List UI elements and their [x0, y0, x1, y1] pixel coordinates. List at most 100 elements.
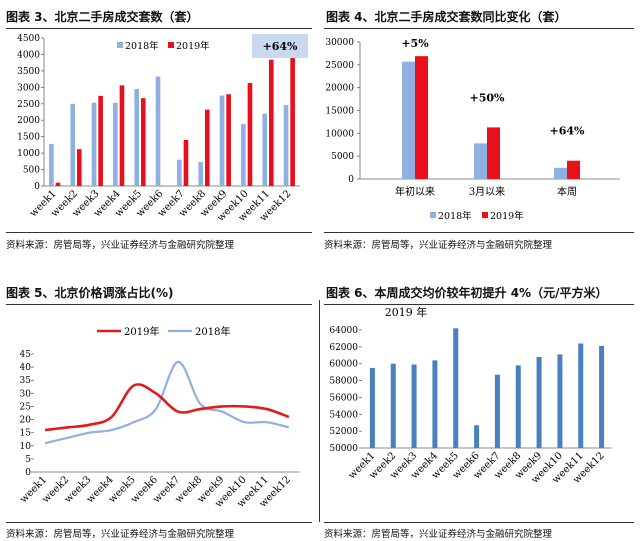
y-tick-label: 2500	[17, 100, 40, 110]
legend-label-2018: 2018年	[438, 210, 472, 222]
bar-2019	[487, 127, 500, 179]
legend-label-2019: 2019年	[490, 210, 524, 222]
annotation-label: +5%	[401, 37, 429, 50]
bar-2019	[77, 149, 82, 186]
y-tick-label: 3500	[17, 67, 40, 77]
y-tick-label: 25	[20, 402, 32, 412]
chart-title: 2019 年	[385, 306, 428, 319]
y-tick-label: 15	[20, 429, 32, 439]
bar-2018	[134, 88, 139, 186]
bar-2019	[567, 160, 580, 179]
legend-label-2019: 2019年	[176, 40, 210, 52]
panel-yoy-change: 图表 4、北京二手房成交套数同比变化（套） 0 5000 10000 15000 200…	[320, 0, 640, 270]
title-rule	[6, 304, 312, 305]
bar-2019	[119, 85, 125, 186]
chart-average-price: 50000 52000 54000 56000 58000 60000 62000 64000…	[329, 306, 612, 486]
y-tick-label: 52000	[329, 427, 358, 437]
bar-2019	[515, 365, 521, 448]
chart-price-rise-share: 051015202530354045week1week2week3week4we…	[18, 325, 300, 510]
legend-label-2018: 2018年	[195, 325, 230, 338]
panel-title: 图表 3、北京二手房成交套数（套）	[6, 10, 199, 24]
x-tick-label: 3月以来	[469, 186, 505, 198]
legend-label-2019: 2019年	[124, 325, 159, 338]
y-tick-label: 58000	[329, 377, 358, 387]
y-tick-label: 4500	[17, 34, 40, 44]
bar-2019	[453, 328, 459, 448]
source-note: 资料来源：房管局等，兴业证券经济与金融研究院整理	[324, 529, 553, 540]
y-tick-label: 20	[20, 416, 32, 426]
panel-weekly-transactions: 图表 3、北京二手房成交套数（套） 0 500 1000 1500 2000 2500 30…	[0, 0, 320, 270]
y-tick-label: 1500	[17, 133, 40, 143]
bar-2018	[219, 95, 225, 186]
bar-2019	[557, 354, 563, 448]
bottom-divider	[319, 300, 320, 522]
bar-2019	[599, 346, 605, 448]
bar-2018	[70, 103, 75, 186]
line-2019	[44, 383, 290, 432]
y-tick-label: 62000	[329, 343, 358, 353]
legend-swatch-2019	[482, 212, 488, 218]
y-tick-label: 10000	[325, 129, 354, 139]
bar-2019	[183, 139, 189, 186]
legend-label-2018: 2018年	[125, 40, 159, 52]
bar-2019	[55, 182, 61, 186]
y-tick-label: 3000	[17, 83, 40, 93]
y-tick-label: 2000	[17, 116, 40, 126]
y-tick-label: 0	[34, 182, 40, 192]
x-tick-label: 年初以来	[395, 185, 435, 198]
bar-2019	[269, 59, 274, 186]
bar-2018	[198, 161, 203, 186]
y-tick-label: 35	[20, 376, 32, 386]
source-note: 资料来源：房管局等，兴业证券经济与金融研究院整理	[324, 240, 553, 251]
annotation-label: +50%	[470, 91, 506, 104]
source-note: 资料来源：房管局等，兴业证券经济与金融研究院整理	[6, 529, 235, 540]
y-tick-label: 4000	[17, 50, 40, 60]
y-tick-label: 5	[25, 455, 31, 465]
bar-2019	[290, 55, 295, 187]
title-rule	[6, 28, 312, 29]
y-tick-label: 50000	[329, 444, 358, 454]
bar-2019	[432, 360, 438, 448]
panel-average-price: 图表 6、本周成交均价较年初提升 4%（元/平方米） 50000 52000 540…	[320, 276, 640, 541]
bar-2019	[415, 56, 428, 180]
bar-2019	[474, 425, 480, 448]
source-rule	[324, 522, 634, 523]
y-tick-label: 5000	[331, 152, 354, 162]
bar-2018	[474, 143, 487, 179]
bar-2019	[411, 364, 417, 448]
panel-title: 图表 6、本周成交均价较年初提升 4%（元/平方米）	[326, 286, 608, 300]
y-tick-label: 30	[20, 389, 32, 399]
callout-label: +64%	[263, 40, 299, 53]
bar-2018	[402, 61, 415, 179]
y-tick-label: 0	[348, 175, 354, 185]
y-tick-label: 64000	[329, 326, 358, 336]
bar-2019	[390, 363, 396, 448]
y-tick-label: 30000	[325, 38, 354, 48]
y-tick-label: 45	[20, 350, 32, 360]
bar-2019	[536, 356, 542, 448]
y-tick-label: 20000	[325, 84, 354, 94]
chart-weekly-transactions: 050010001500200025003000350040004500week…	[17, 34, 308, 224]
panel-price-rise-share: 图表 5、北京价格调涨占比(%) 0 5 10 15 20 25 30 35 40 45 week1…	[0, 276, 320, 541]
title-rule	[324, 28, 634, 29]
callout-box	[252, 34, 308, 58]
title-rule	[324, 304, 634, 305]
bar-2018	[554, 167, 567, 179]
bar-2018	[91, 102, 97, 186]
y-tick-label: 60000	[329, 360, 358, 370]
panel-title: 图表 5、北京价格调涨占比(%)	[6, 286, 174, 300]
bar-2018	[113, 102, 118, 186]
bar-2018	[155, 76, 161, 186]
y-tick-label: 1000	[17, 149, 40, 159]
bar-2019	[247, 83, 253, 186]
y-tick-label: 40	[20, 363, 32, 373]
bar-2019	[494, 374, 500, 448]
y-tick-label: 56000	[329, 393, 358, 403]
bar-2019	[578, 343, 584, 448]
legend-swatch-2018	[430, 212, 436, 218]
source-note: 资料来源：房管局等，兴业证券经济与金融研究院整理	[6, 240, 235, 251]
bar-2019	[98, 95, 103, 186]
bar-2018	[283, 105, 289, 186]
bar-2018	[49, 143, 54, 186]
legend-swatch-2018	[117, 42, 123, 48]
